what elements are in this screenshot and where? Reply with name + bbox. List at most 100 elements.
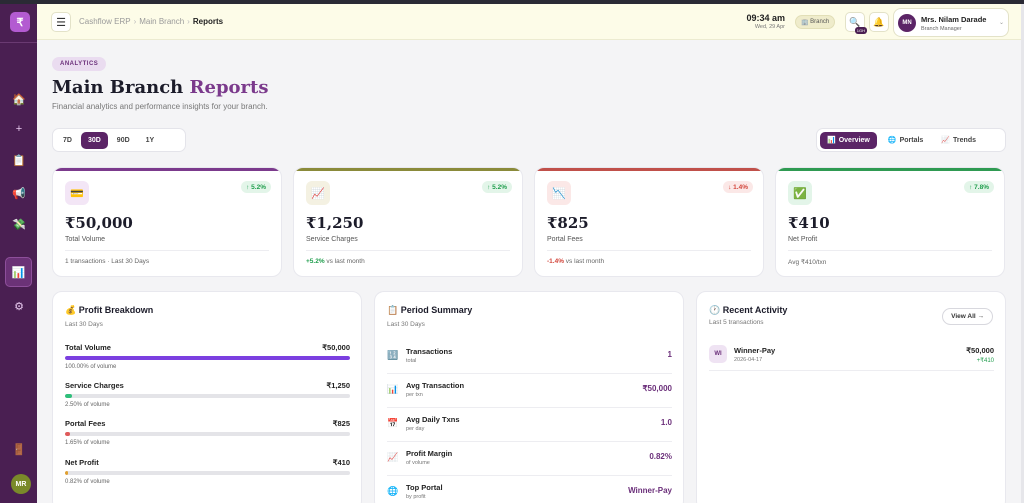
summary-value: Winner-Pay [628, 486, 672, 495]
breakdown-value: ₹410 [332, 458, 350, 467]
hamburger-icon: ☰ [56, 16, 66, 29]
kpi-footnote: 1 transactions · Last 30 Days [65, 258, 150, 265]
kpi-change-badge: ↓ 1.4% [723, 181, 753, 193]
panel-title: 💰 Profit Breakdown [65, 305, 154, 315]
tab-portals-label: Portals [899, 136, 924, 144]
search-button[interactable]: 🔍 1GH [845, 12, 867, 34]
card-icon: 💳 [65, 181, 89, 205]
summary-row: 📈 Profit Margin of volume 0.82% [387, 442, 672, 476]
panel-subtitle: Last 30 Days [65, 321, 103, 328]
list-item[interactable]: WI Winner-Pay 2026-04-17 ₹50,000 +₹410 [709, 343, 994, 371]
breadcrumb-item-current: Reports [192, 17, 224, 26]
date-range-selector: 7D 30D 90D 1Y [52, 128, 186, 152]
bell-icon: 🔔 [873, 16, 885, 27]
summary-sub: of volume [406, 460, 430, 466]
kpi-foot-change: +5.2% [306, 258, 325, 265]
scrollbar-track[interactable] [1021, 4, 1024, 503]
door-icon: 🚪 [12, 443, 26, 456]
sidebar-item-reports[interactable]: 📊 [5, 257, 32, 287]
kpi-foot-rest: vs last month [324, 258, 365, 265]
summary-name: Profit Margin [406, 449, 453, 458]
tab-portals[interactable]: 🌐 Portals [881, 132, 930, 149]
progress-fill [65, 432, 70, 436]
kpi-value: ₹410 [788, 214, 830, 232]
tab-overview-label: Overview [838, 136, 870, 144]
breakdown-name: Total Volume [65, 343, 111, 352]
progress-fill [65, 356, 350, 360]
plus-icon: + [15, 123, 23, 135]
numbers-icon: 🔢 [387, 349, 399, 360]
progress-track [65, 471, 350, 475]
range-button-30d[interactable]: 30D [80, 131, 108, 149]
breakdown-name: Portal Fees [65, 419, 106, 428]
tab-trends[interactable]: 📈 Trends [934, 132, 983, 149]
kpi-value: ₹50,000 [65, 214, 133, 232]
breadcrumb-separator-icon: › [187, 17, 190, 26]
summary-value: ₹50,000 [642, 384, 672, 393]
kpi-value: ₹825 [547, 214, 589, 232]
breakdown-percent: 100.00% of volume [65, 364, 117, 370]
sidebar-avatar[interactable]: MR [11, 474, 31, 494]
range-button-1y[interactable]: 1Y [145, 136, 155, 144]
tab-overview[interactable]: 📊 Overview [820, 131, 877, 149]
kpi-change-badge: ↑ 5.2% [482, 181, 512, 193]
kpi-divider [65, 250, 269, 251]
range-button-90d[interactable]: 90D [116, 136, 130, 144]
user-role: Branch Manager [921, 26, 962, 32]
summary-row: 🌐 Top Portal by profit Winner-Pay [387, 476, 672, 503]
summary-sub: by profit [406, 494, 426, 500]
kpi-divider [788, 250, 992, 251]
breakdown-name: Service Charges [65, 381, 124, 390]
user-menu[interactable]: MN Mrs. Nilam Darade Branch Manager ⌄ [893, 8, 1009, 37]
breadcrumb-separator-icon: › [133, 17, 137, 26]
breadcrumb-item-root[interactable]: Cashflow ERP [79, 17, 131, 26]
user-name: Mrs. Nilam Darade [921, 15, 987, 24]
avatar: WI [709, 345, 727, 363]
avatar: MN [898, 14, 916, 32]
view-all-button[interactable]: View All → [942, 308, 993, 325]
sidebar-item-logout[interactable]: 🚪 [8, 438, 30, 460]
sidebar-item-settings[interactable]: ⚙ [8, 295, 30, 317]
breakdown-row: Service Charges ₹1,250 2.50% of volume [65, 381, 350, 415]
summary-sub: per day [406, 426, 425, 432]
sidebar-item-payments[interactable]: 💸 [8, 213, 30, 235]
search-icon: 🔍 [849, 16, 861, 27]
page-title: Main Branch Reports [52, 77, 268, 98]
kpi-label: Net Profit [788, 236, 818, 243]
clock-time: 09:34 am [746, 13, 785, 23]
bar-chart-icon: 📊 [387, 383, 399, 394]
period-summary-panel: 📋 Period Summary Last 30 Days 🔢 Transact… [374, 291, 684, 503]
globe-icon: 🌐 [387, 485, 399, 496]
top-header: ☰ Cashflow ERP › Main Branch › Reports 09:34… [37, 4, 1024, 40]
chart-icon: 📊 [11, 266, 26, 279]
summary-row: 🔢 Transactions total 1 [387, 340, 672, 374]
trend-up-icon: 📈 [387, 451, 399, 462]
trend-up-icon: 📈 [306, 181, 330, 205]
sidebar-item-transactions[interactable]: 📋 [8, 149, 30, 171]
summary-name: Avg Transaction [406, 381, 465, 390]
notifications-button[interactable]: 🔔 [869, 12, 889, 32]
kpi-divider [306, 250, 510, 251]
kpi-accent-bar [535, 168, 763, 171]
page-title-main: Main Branch [52, 77, 190, 98]
kpi-value: ₹1,250 [306, 214, 364, 232]
app-logo: ₹ [10, 12, 30, 32]
breakdown-row: Net Profit ₹410 0.82% of volume [65, 458, 350, 492]
sidebar-item-announcements[interactable]: 📢 [8, 182, 30, 204]
summary-sub: total [406, 358, 417, 364]
globe-icon: 🌐 [887, 137, 897, 144]
activity-name: Winner-Pay [734, 346, 776, 355]
menu-toggle-button[interactable]: ☰ [51, 12, 71, 32]
money-icon: 💸 [12, 218, 26, 231]
clock: 09:34 am Wed, 29 Apr [737, 13, 785, 30]
view-tabs: 📊 Overview 🌐 Portals 📈 Trends [816, 128, 1006, 152]
sidebar-item-add[interactable]: + [8, 118, 30, 140]
kpi-foot-rest: vs last month [563, 258, 605, 265]
kpi-card-total-volume: 💳 ↑ 5.2% ₹50,000 Total Volume 1 transact… [52, 167, 282, 277]
progress-track [65, 356, 350, 360]
summary-name: Top Portal [406, 483, 443, 492]
sidebar-item-home[interactable]: 🏠 [8, 88, 30, 110]
breadcrumb-item-branch[interactable]: Main Branch [139, 17, 185, 26]
range-button-7d[interactable]: 7D [63, 136, 72, 144]
megaphone-icon: 📢 [12, 187, 26, 200]
